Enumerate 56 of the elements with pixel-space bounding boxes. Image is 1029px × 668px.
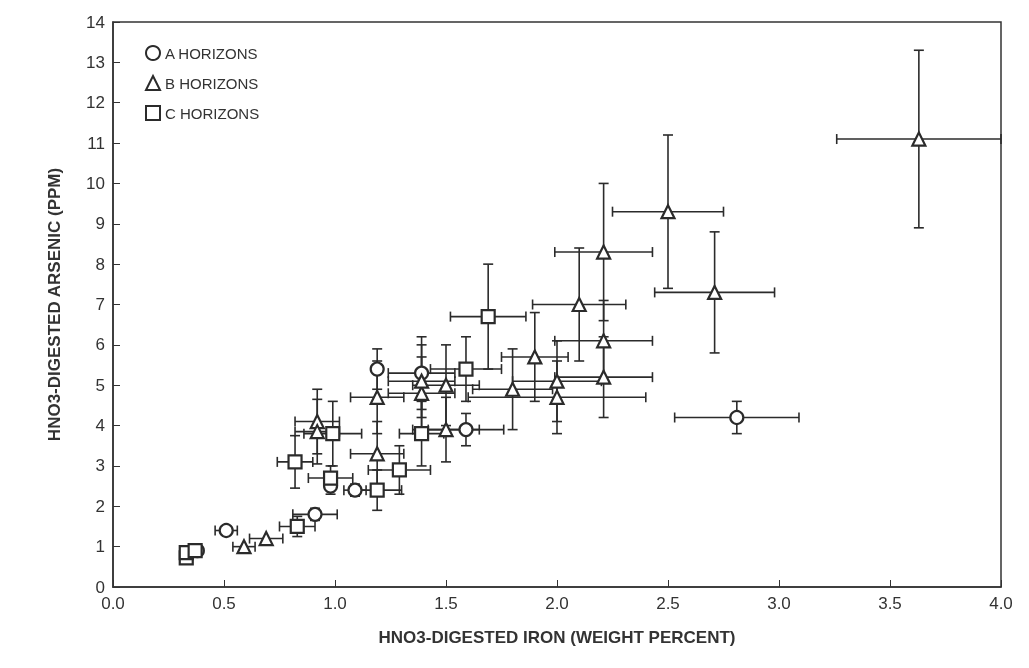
point <box>413 373 430 389</box>
point <box>505 381 521 397</box>
x-axis-title: HNO3-DIGESTED IRON (WEIGHT PERCENT) <box>378 628 736 647</box>
legend-label: B HORIZONS <box>165 74 259 92</box>
point <box>322 470 339 486</box>
point <box>391 462 407 478</box>
point <box>458 422 474 438</box>
y-tick-label: 14 <box>86 12 105 32</box>
point <box>369 361 385 377</box>
x-tick-label: 4.0 <box>989 594 1013 613</box>
point <box>258 530 274 547</box>
x-tick-label: 0.5 <box>212 594 236 613</box>
point <box>309 424 325 440</box>
legend-label: A HORIZONS <box>165 44 258 62</box>
point <box>911 131 927 147</box>
point <box>707 284 723 300</box>
point <box>480 309 496 325</box>
point <box>236 539 252 555</box>
y-tick-label: 6 <box>95 335 105 355</box>
y-tick-label: 10 <box>86 173 105 193</box>
point <box>458 361 474 377</box>
y-tick-label: 11 <box>87 133 105 153</box>
x-tick-label: 3.0 <box>767 594 791 613</box>
x-tick-label: 1.0 <box>323 594 347 613</box>
point <box>729 409 745 426</box>
point <box>596 369 612 385</box>
point <box>596 244 612 260</box>
point <box>596 333 612 349</box>
x-tick-label: 3.5 <box>878 594 902 613</box>
y-tick-label: 12 <box>86 93 105 113</box>
x-tick-label: 2.5 <box>656 594 680 613</box>
point <box>413 426 430 442</box>
point <box>369 389 385 405</box>
point <box>438 422 454 438</box>
y-tick-label: 7 <box>95 295 105 314</box>
point <box>287 454 303 470</box>
point <box>660 204 676 220</box>
legend-label: C HORIZONS <box>165 104 260 122</box>
y-tick-label: 2 <box>95 496 105 516</box>
point <box>369 446 385 462</box>
x-tick-label: 1.5 <box>434 594 458 613</box>
point <box>527 349 543 365</box>
x-tick-label: 2.0 <box>545 594 569 613</box>
y-axis-title: HNO3-DIGESTED ARSENIC (PPM) <box>45 167 64 442</box>
point <box>549 389 565 405</box>
y-tick-label: 13 <box>86 52 105 72</box>
y-tick-label: 3 <box>95 456 105 476</box>
y-tick-label: 1 <box>95 537 105 557</box>
y-tick-label: 8 <box>95 254 105 274</box>
y-tick-label: 5 <box>95 375 105 395</box>
x-tick-label: 0.0 <box>101 594 125 613</box>
point <box>218 522 234 539</box>
y-tick-label: 0 <box>95 577 105 597</box>
point <box>369 482 385 498</box>
y-tick-label: 9 <box>95 214 105 234</box>
y-tick-label: 4 <box>95 416 105 436</box>
